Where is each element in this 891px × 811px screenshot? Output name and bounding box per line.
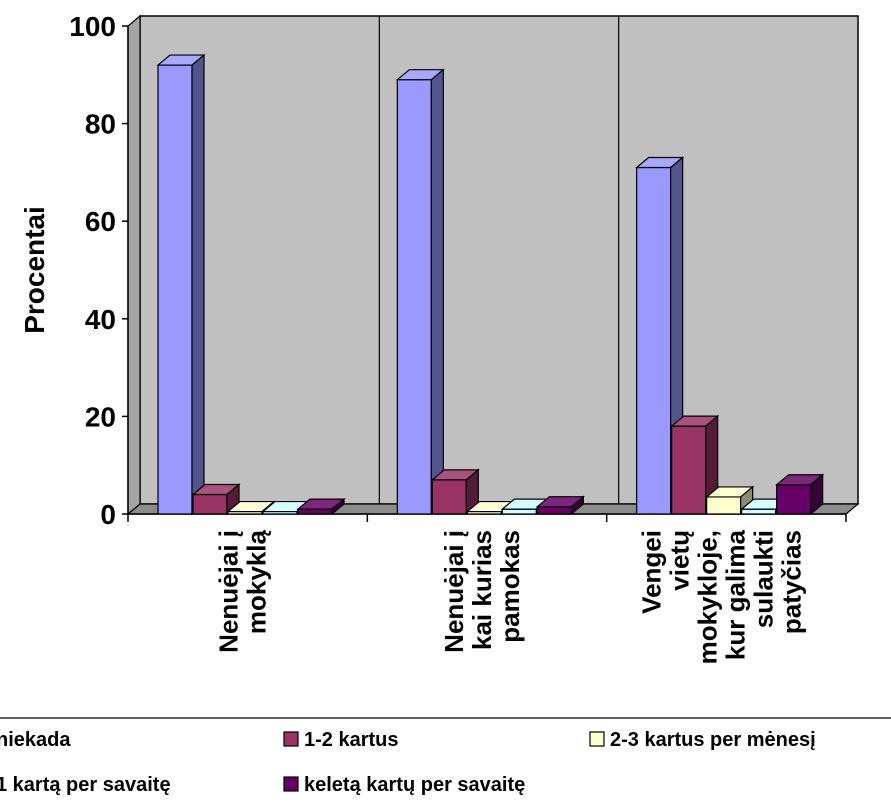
y-tick-label: 20 [85,401,116,432]
category-label: mokyklą [242,529,272,634]
bar-side [810,473,824,516]
bar [156,53,206,516]
category-label: Nenuėjai į [214,530,244,653]
legend-swatch [589,731,605,747]
bar-front [501,508,537,515]
bar [226,500,276,516]
legend-label: niekada [0,729,71,751]
bar-side [191,53,205,516]
legend-label: 1-2 kartus [304,729,399,751]
category-label: kai kurias [467,530,497,650]
bar-front [396,79,432,515]
legend-label: 1 kartą per savaitę [0,774,171,796]
category-label: sulaukti [748,530,778,628]
bar-front [536,506,572,515]
bars [156,53,825,516]
category-label: kur galima [720,529,750,660]
y-axis-title: Procentai [19,206,50,334]
category-label: patyčias [776,530,806,634]
bar [775,473,825,516]
bar-side [430,68,444,516]
bar-front [431,479,467,515]
legend-swatch [283,731,299,747]
bar-front [671,425,707,515]
legend-label: keletą kartų per savaitę [304,774,525,796]
back-wall [139,15,859,505]
category-label: vietų [664,530,694,591]
legend-label: 2-3 kartus per mėnesį [610,729,816,751]
bar-front [157,64,193,515]
category-label: pamokas [495,530,525,643]
bar [296,497,346,516]
bar-front [706,496,742,515]
bar [191,483,241,516]
bar-front [741,508,777,515]
bar-side [331,497,345,516]
bar-front [636,166,672,515]
y-tick-label: 0 [100,499,116,530]
plot-area [126,14,860,516]
bar-front [776,484,812,515]
bar [395,68,445,516]
bar-side [570,495,584,516]
bar-front [297,508,333,515]
y-tick-label: 100 [69,11,116,42]
bar [430,468,480,516]
bar-front [192,493,228,515]
legend: niekada 1-2 kartus 2-3 kartus per mėnesį 1 … [0,717,891,796]
category-label: Vengei [636,530,666,614]
y-tick-label: 60 [85,206,116,237]
bar [535,495,585,516]
category-label: Nenuėjai į [439,530,469,653]
y-tick-label: 80 [85,109,116,140]
category-label: mokykloje, [692,530,722,664]
side-wall [127,14,141,516]
legend-swatch [283,776,299,792]
y-tick-label: 40 [85,304,116,335]
